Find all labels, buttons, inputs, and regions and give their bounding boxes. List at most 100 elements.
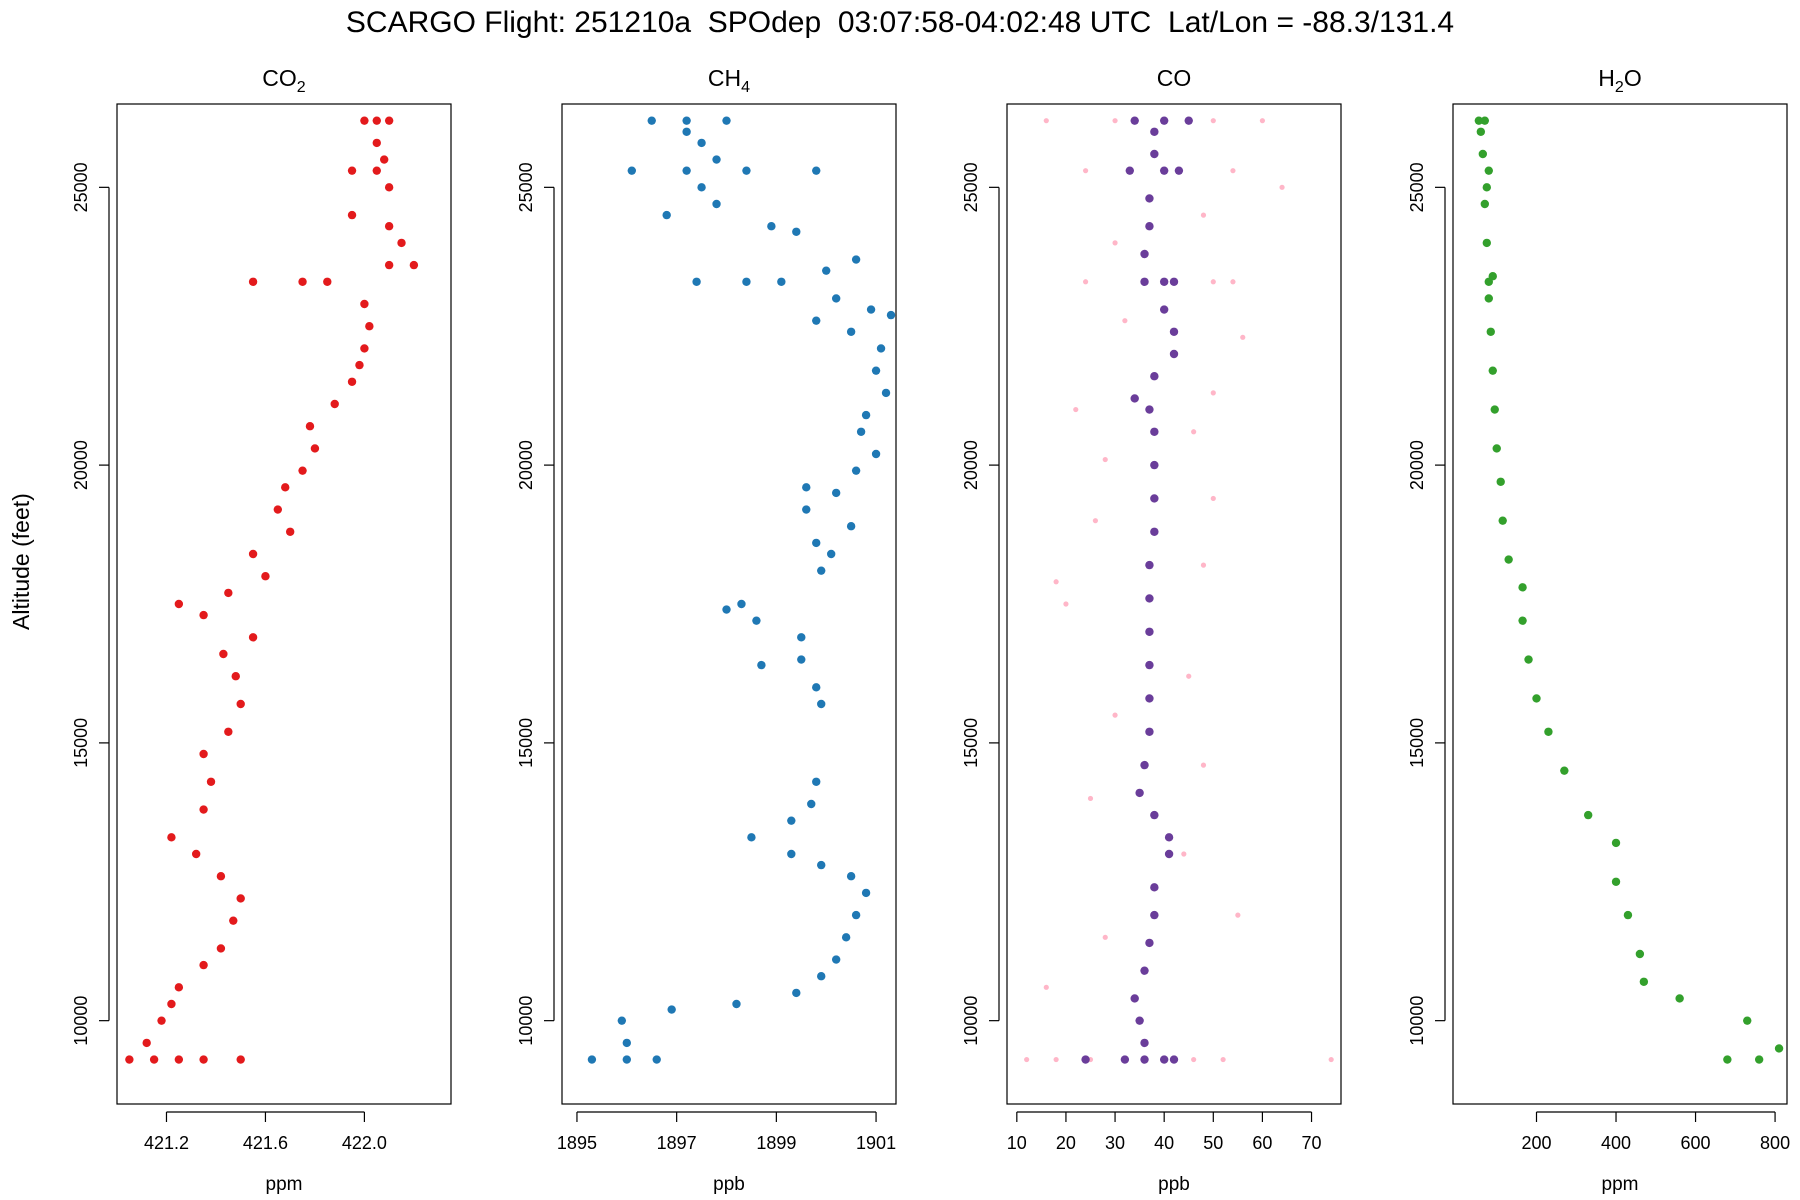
data-point	[1150, 149, 1159, 159]
data-point	[692, 277, 701, 286]
data-point	[1560, 766, 1569, 775]
data-point	[1518, 583, 1527, 592]
data-point	[1492, 444, 1501, 453]
data-point	[886, 310, 896, 320]
data-point	[261, 572, 270, 581]
data-point	[1145, 660, 1154, 670]
plot-frame	[116, 103, 452, 1105]
data-point	[652, 1055, 661, 1064]
data-point	[876, 344, 886, 353]
series-ch4	[587, 116, 896, 1064]
data-point	[871, 366, 881, 375]
data-point	[1102, 934, 1108, 940]
data-point	[1145, 727, 1154, 736]
x-tick-label: 20	[1056, 1133, 1076, 1153]
data-point	[1488, 366, 1497, 375]
plot-frame	[561, 103, 897, 1105]
data-point	[305, 422, 315, 431]
data-point	[285, 527, 295, 536]
data-point	[662, 210, 671, 220]
x-tick-label: 200	[1521, 1133, 1551, 1153]
data-point	[1623, 910, 1633, 920]
data-point	[347, 210, 357, 220]
panel-title-main: CH	[708, 65, 741, 91]
data-point	[622, 1055, 632, 1064]
data-point	[384, 222, 394, 231]
data-point	[1210, 118, 1216, 124]
x-tick-label: 1897	[657, 1133, 697, 1153]
data-point	[229, 916, 238, 925]
data-point	[1130, 116, 1139, 125]
data-point	[742, 166, 751, 175]
data-point	[248, 633, 258, 642]
data-point	[1210, 390, 1216, 396]
panel-co: CO 10 20 30 40 50 60 70 ppb 10000 15000 20000 25000	[961, 65, 1342, 1195]
data-point	[1490, 405, 1499, 414]
data-point	[1150, 810, 1159, 820]
data-point	[817, 972, 826, 981]
data-point	[1774, 1044, 1784, 1053]
data-point	[622, 1038, 632, 1048]
data-point	[1220, 1056, 1226, 1063]
data-point	[191, 849, 201, 859]
data-point	[372, 116, 381, 125]
data-point	[1230, 279, 1236, 285]
data-point	[199, 749, 208, 759]
data-point	[1480, 199, 1490, 209]
data-point	[298, 466, 307, 475]
data-point	[1150, 427, 1159, 436]
data-point	[1210, 279, 1216, 285]
data-point	[802, 505, 811, 514]
panel-title-subscript: 2	[297, 79, 306, 96]
data-point	[787, 816, 796, 825]
data-point	[841, 933, 851, 942]
data-point	[812, 316, 821, 325]
data-point	[1169, 1055, 1179, 1064]
data-point	[1150, 372, 1159, 381]
y-tick-label: 25000	[516, 162, 536, 212]
data-point	[1145, 938, 1154, 948]
data-point	[1150, 127, 1159, 136]
data-point	[1279, 184, 1285, 190]
data-point	[831, 294, 841, 303]
data-point	[1169, 277, 1179, 286]
data-point	[1482, 183, 1491, 192]
data-point	[1140, 1055, 1149, 1064]
data-point	[1486, 327, 1495, 336]
data-point	[347, 377, 357, 386]
data-point	[1210, 495, 1216, 502]
data-point	[206, 777, 216, 786]
data-point	[747, 833, 756, 842]
data-point	[861, 888, 871, 898]
data-point	[1150, 494, 1159, 503]
data-point	[236, 1055, 245, 1064]
y-tick-label: 15000	[961, 718, 981, 768]
data-point	[248, 277, 258, 286]
data-point	[323, 277, 332, 286]
data-point	[360, 344, 369, 353]
data-point	[1159, 1055, 1169, 1064]
x-axis-label: ppm	[266, 1174, 303, 1195]
data-point	[224, 727, 233, 736]
data-point	[881, 388, 891, 398]
data-point	[384, 116, 394, 125]
data-point	[125, 1055, 134, 1064]
data-point	[742, 277, 751, 286]
data-point	[697, 138, 706, 148]
y-tick-label: 10000	[516, 996, 536, 1046]
data-point	[1112, 712, 1118, 718]
data-point	[737, 599, 746, 609]
data-point	[199, 610, 208, 620]
data-point	[1328, 1056, 1334, 1063]
data-point	[856, 427, 866, 436]
data-point	[797, 633, 806, 642]
data-point	[846, 522, 856, 531]
data-point	[236, 699, 245, 709]
data-point	[1496, 477, 1505, 486]
data-point	[1043, 118, 1049, 124]
data-point	[380, 155, 389, 164]
data-point	[1230, 168, 1236, 174]
data-point	[1063, 601, 1069, 607]
data-point	[1145, 222, 1154, 231]
data-point	[722, 116, 731, 125]
